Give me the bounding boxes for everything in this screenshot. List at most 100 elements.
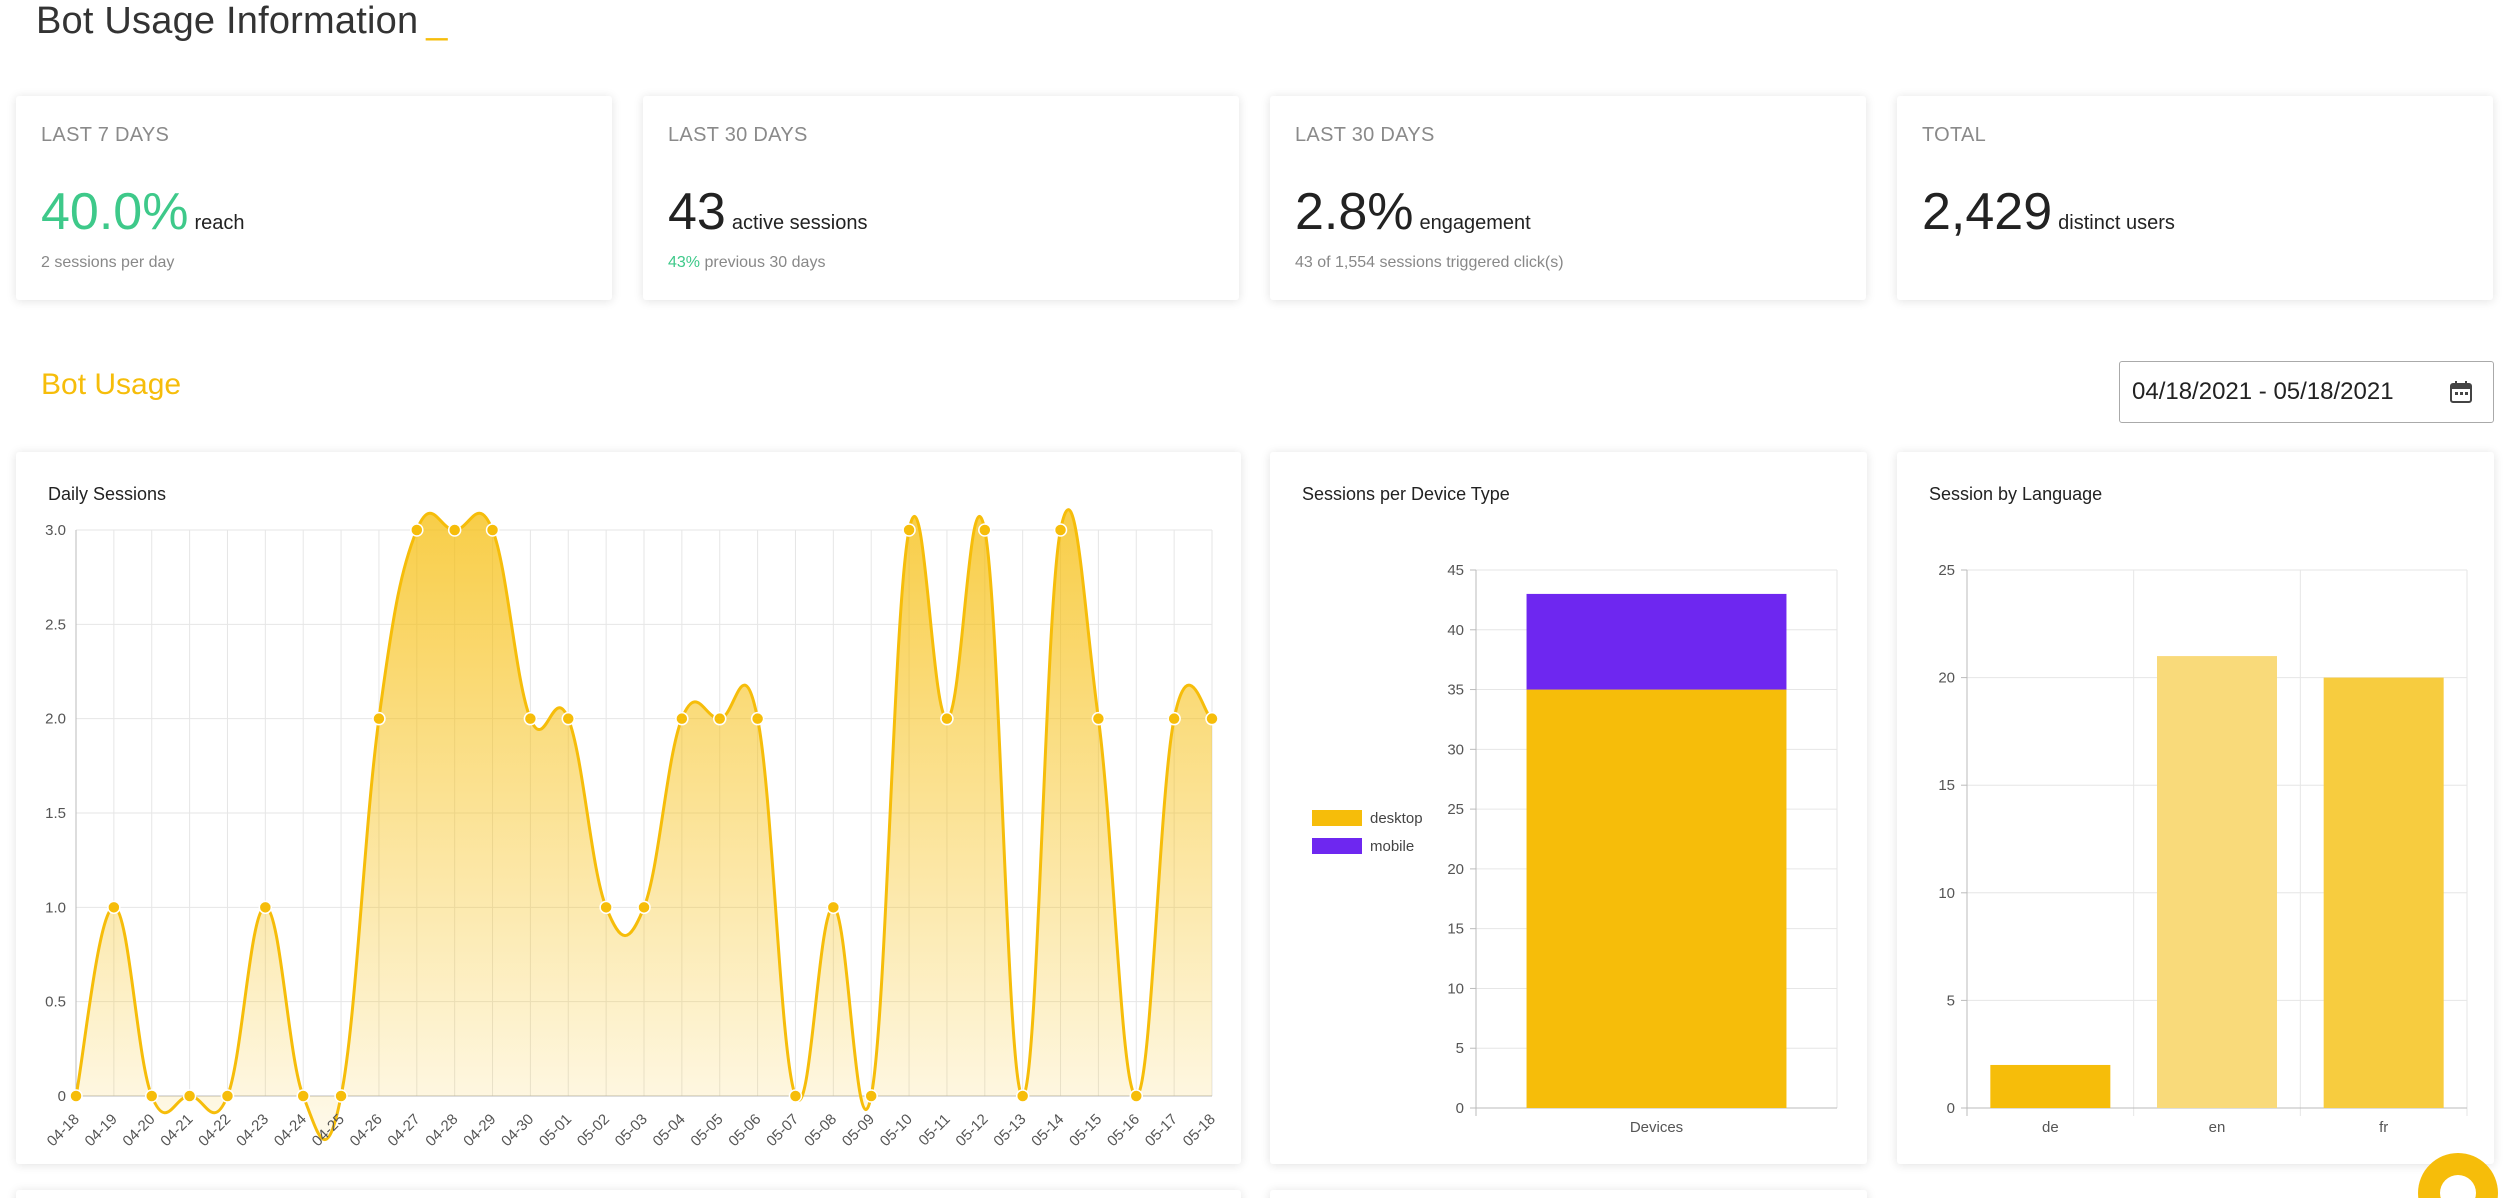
stat-period: LAST 30 DAYS [668,124,808,146]
data-point [675,711,689,726]
x-tick-label: 04-19 [82,1111,121,1150]
x-tick-label: 04-24 [271,1111,310,1150]
y-tick-label: 5 [1947,992,1955,1009]
x-tick-label: en [2209,1119,2226,1136]
stat-subtext-text: 43 of 1,554 sessions triggered click(s) [1295,254,1564,271]
y-tick-label: 2.0 [45,711,66,728]
x-tick-label: 05-11 [915,1111,953,1149]
data-point [599,900,613,915]
data-point [1053,523,1068,537]
data-point [220,1089,235,1103]
x-tick-label: 05-16 [1104,1111,1143,1150]
date-range-picker[interactable] [2119,361,2494,423]
x-tick-label: 04-26 [347,1111,386,1150]
stat-unit: engagement [1419,212,1531,234]
stat-card-total-users: TOTAL 2,429 distinct users [1897,96,2493,300]
x-tick-label: 05-15 [1066,1111,1105,1150]
y-tick-label: 0 [1456,1100,1464,1117]
stat-period: TOTAL [1922,124,1987,146]
y-tick-label: 25 [1447,801,1464,818]
y-tick-label: 20 [1447,861,1464,878]
y-tick-label: 3.0 [45,522,66,539]
calendar-icon[interactable] [2449,380,2473,404]
x-tick-label: 04-30 [498,1111,537,1150]
x-tick-label: fr [2379,1119,2388,1136]
y-tick-label: 10 [1447,980,1464,997]
y-tick-label: 1.5 [45,805,66,822]
bar-desktop [1526,689,1787,1108]
language-chart: 0 5 10 15 20 25 de en fr [1938,562,2468,1136]
stat-main: 40.0% reach [41,182,244,242]
x-tick-label: 05-06 [725,1111,764,1150]
stat-card-reach: LAST 7 DAYS 40.0% reach 2 sessions per da… [16,96,612,300]
y-tick-label: 30 [1447,741,1464,758]
x-tick-label: 05-01 [536,1111,575,1150]
stat-subtext: 2 sessions per day [41,254,174,272]
y-tick-label: 20 [1938,670,1955,687]
y-tick-label: 1.0 [45,899,66,916]
data-point [864,1089,878,1103]
bar-en [2157,656,2277,1108]
x-tick-label: 05-14 [1028,1111,1067,1150]
stat-subtext: 43% previous 30 days [668,254,825,272]
data-point [107,900,121,915]
device-type-chart: 0 5 10 15 20 25 30 35 40 45 Devices desktop mobile [1312,562,1838,1136]
area-fill [76,509,1212,1140]
data-point [1167,711,1181,726]
y-tick-label: 45 [1447,562,1464,579]
data-point [69,1089,83,1103]
legend-label-mobile: mobile [1370,838,1414,855]
stat-value: 2.8% [1295,183,1414,241]
x-tick-label: 04-23 [233,1111,272,1150]
bar-de [1990,1064,2111,1108]
data-point [561,711,576,726]
data-point [523,711,538,726]
y-tick-label: 0 [1947,1100,1955,1117]
x-tick-label: 04-20 [119,1111,158,1150]
legend-swatch-mobile [1312,838,1362,854]
data-point [826,900,841,915]
y-tick-label: 15 [1938,777,1955,794]
date-range-input[interactable] [2132,362,2432,422]
data-point [144,1089,159,1103]
legend-label-desktop: desktop [1370,810,1423,827]
x-tick-label: 05-09 [839,1111,878,1150]
y-tick-label: 15 [1447,921,1464,938]
x-tick-label: 05-05 [687,1111,726,1150]
data-point [750,711,765,726]
x-tick-label: 04-27 [384,1111,423,1150]
data-point [637,900,651,915]
x-tick-label: 05-03 [612,1111,651,1150]
stat-unit: active sessions [731,212,868,234]
legend-swatch-desktop [1312,810,1362,826]
stat-value: 40.0% [41,183,189,241]
stat-value: 2,429 [1922,183,2053,241]
x-tick-label: 05-10 [877,1111,916,1150]
next-card-left [16,1190,1241,1198]
stat-period: LAST 30 DAYS [1295,124,1435,146]
x-tick-label: 04-28 [422,1111,461,1150]
title-underscore: _ [426,0,448,42]
stat-card-engagement: LAST 30 DAYS 2.8% engagement 43 of 1,554 … [1270,96,1866,300]
stat-card-active-sessions: LAST 30 DAYS 43 active sessions 43% previ… [643,96,1239,300]
y-tick-label: 35 [1447,682,1464,699]
data-point [1129,1089,1144,1103]
data-point [1091,711,1106,726]
data-point [447,523,462,537]
stat-main: 43 active sessions [668,182,867,242]
stat-subtext-text: 2 sessions per day [41,254,175,271]
x-tick-label: 04-18 [44,1111,83,1150]
data-point [712,711,727,726]
data-point [940,711,954,726]
next-card-middle [1270,1190,1867,1198]
x-tick-label: 05-13 [990,1111,1029,1150]
y-tick-label: 0.5 [45,994,66,1011]
stat-subtext: 43 of 1,554 sessions triggered click(s) [1295,254,1564,272]
x-tick-label: Devices [1630,1119,1683,1136]
x-tick-label: 05-04 [650,1111,689,1150]
chart-title: Daily Sessions [48,484,167,504]
data-point [902,523,916,537]
data-point [1015,1089,1030,1103]
bar-mobile [1526,593,1787,690]
data-point [258,900,273,915]
